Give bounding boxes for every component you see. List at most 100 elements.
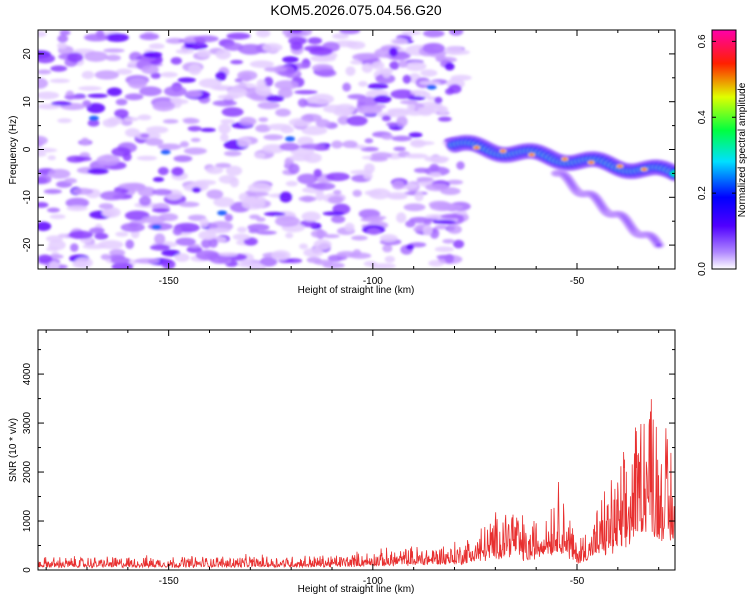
bottom-y-tick-label: 3000 — [22, 412, 33, 435]
bottom-y-tick-label: 0 — [22, 567, 33, 573]
noise-blob — [250, 95, 265, 100]
noise-blob — [237, 226, 248, 233]
noise-blob — [315, 190, 325, 201]
top-y-tick-label: 0 — [22, 146, 33, 152]
noise-blob — [218, 123, 231, 134]
noise-blob — [367, 228, 381, 235]
noise-blob — [254, 152, 266, 159]
noise-blob — [109, 249, 126, 257]
noise-blob — [448, 30, 464, 36]
noise-blob — [38, 221, 52, 231]
noise-blob — [139, 196, 152, 207]
noise-blob — [229, 177, 239, 188]
track-hot-spot — [589, 161, 594, 164]
noise-blob — [56, 42, 68, 50]
noise-blob — [58, 233, 68, 238]
noise-blob — [64, 178, 78, 184]
noise-blob — [332, 33, 349, 40]
snr-series-line — [38, 399, 675, 569]
noise-blob — [111, 147, 131, 157]
noise-blob — [50, 101, 72, 106]
noise-blob — [431, 156, 448, 164]
noise-blob — [285, 258, 303, 264]
bottom-y-axis-label: SNR (10 * v/v) — [8, 418, 19, 482]
noise-blob — [106, 87, 122, 97]
track-hot-spot — [618, 165, 622, 168]
noise-blob — [137, 186, 156, 197]
noise-blob — [67, 52, 84, 63]
noise-blob — [141, 215, 167, 224]
noise-blob — [420, 69, 438, 77]
noise-blob — [213, 196, 235, 208]
noise-blob — [84, 51, 108, 62]
noise-blob — [434, 224, 449, 230]
track-hot-spot — [501, 150, 505, 153]
noise-blob — [160, 71, 178, 78]
noise-blob — [405, 153, 428, 159]
noise-blob — [190, 137, 201, 143]
noise-blob — [313, 168, 322, 178]
noise-blob — [280, 126, 294, 134]
top-y-tick-label: -20 — [22, 237, 33, 252]
noise-blob — [151, 188, 173, 196]
noise-blob — [333, 189, 342, 195]
noise-blob — [238, 43, 264, 55]
bottom-x-tick-label: -50 — [570, 576, 585, 587]
noise-blob — [171, 166, 184, 177]
noise-blob — [294, 90, 318, 95]
noise-blob — [89, 227, 105, 234]
noise-blob — [123, 116, 139, 122]
noise-blob — [208, 237, 218, 248]
noise-blob — [263, 134, 284, 141]
noise-blob — [78, 86, 102, 91]
noise-blob — [346, 115, 368, 126]
noise-blob — [87, 93, 108, 98]
track-hot-spot — [642, 168, 646, 171]
bottom-x-tick-label: -100 — [363, 576, 383, 587]
track-hot-spot — [529, 153, 534, 156]
noise-blob — [255, 30, 271, 38]
noise-blob — [227, 87, 248, 98]
noise-blob — [188, 64, 202, 75]
noise-blob — [406, 244, 415, 250]
noise-blob — [260, 256, 278, 267]
noise-blob — [57, 34, 69, 43]
noise-blob — [115, 98, 128, 106]
noise-blob — [38, 254, 53, 264]
noise-blob — [174, 253, 190, 262]
noise-blob — [115, 68, 133, 75]
noise-blob — [288, 36, 307, 45]
noise-blob — [434, 96, 443, 104]
noise-blob — [234, 78, 243, 83]
noise-blob — [381, 133, 394, 140]
noise-blob — [444, 45, 464, 55]
bottom-x-tick-label: -150 — [159, 576, 179, 587]
noise-blob — [237, 261, 263, 268]
noise-blob — [72, 187, 94, 195]
noise-blob — [220, 133, 229, 142]
track-blob — [655, 243, 663, 248]
noise-blob — [299, 143, 326, 150]
noise-blob — [391, 180, 405, 190]
noise-blob — [307, 37, 323, 45]
noise-blob — [196, 49, 212, 58]
noise-blob — [410, 89, 428, 96]
noise-blob — [201, 238, 212, 249]
noise-blob — [38, 135, 48, 146]
noise-blob — [247, 182, 272, 194]
noise-blob — [391, 135, 412, 142]
noise-blob — [49, 78, 70, 84]
noise-blob — [198, 78, 222, 88]
noise-blob — [224, 150, 242, 157]
noise-blob — [157, 167, 169, 176]
noise-blob — [249, 60, 275, 68]
noise-blob — [264, 66, 287, 73]
noise-blob — [183, 117, 200, 125]
noise-blob — [309, 47, 333, 56]
noise-blob — [300, 113, 322, 122]
noise-blob — [101, 209, 117, 217]
noise-blob — [195, 250, 220, 261]
noise-blob — [262, 144, 285, 154]
noise-blob — [105, 54, 121, 62]
